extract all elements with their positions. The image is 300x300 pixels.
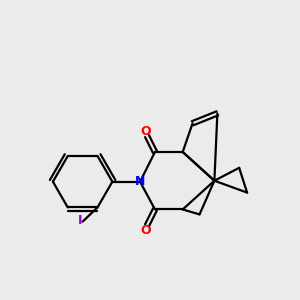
Text: N: N xyxy=(135,175,145,188)
Text: I: I xyxy=(77,214,82,227)
Text: O: O xyxy=(141,224,151,237)
Text: O: O xyxy=(141,125,151,138)
